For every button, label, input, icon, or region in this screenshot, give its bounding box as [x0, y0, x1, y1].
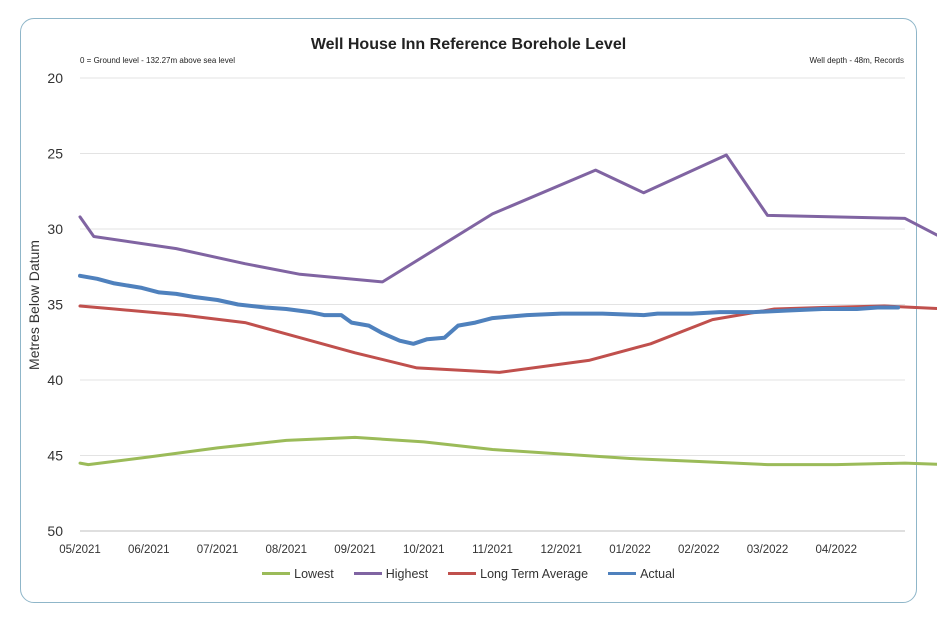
- legend-item: Long Term Average: [448, 567, 588, 581]
- x-tick-label: 04/2022: [815, 544, 857, 556]
- x-tick-label: 05/2021: [59, 544, 101, 556]
- series-line-actual: [78, 273, 901, 346]
- well-depth-note: Well depth - 48m, Records: [809, 56, 904, 65]
- legend-label: Lowest: [294, 566, 334, 581]
- legend-swatch: [608, 572, 637, 575]
- legend: Lowest Highest Long Term Average Actual: [0, 564, 937, 581]
- legend-swatch: [448, 572, 477, 575]
- series-line-lowest: [78, 435, 937, 467]
- legend-swatch: [353, 572, 382, 575]
- y-tick-label: 25: [47, 146, 63, 162]
- x-tick-label: 07/2021: [197, 544, 239, 556]
- x-tick-label: 10/2021: [403, 544, 445, 556]
- x-tick-label: 01/2022: [609, 544, 651, 556]
- x-tick-label: 12/2021: [540, 544, 582, 556]
- x-tick-label: 03/2022: [747, 544, 789, 556]
- ground-level-note: 0 = Ground level - 132.27m above sea lev…: [80, 56, 235, 65]
- x-tick-label: 02/2022: [678, 544, 720, 556]
- legend-item: Actual: [608, 567, 675, 581]
- x-tick-label: 06/2021: [128, 544, 170, 556]
- legend-label: Long Term Average: [480, 566, 589, 581]
- legend-label: Highest: [385, 566, 429, 581]
- x-tick-label: 11/2021: [472, 544, 513, 556]
- legend-item: Highest: [353, 566, 429, 581]
- legend-swatch: [262, 572, 291, 575]
- x-tick-label: 09/2021: [334, 544, 376, 556]
- chart-title: Well House Inn Reference Borehole Level: [310, 36, 627, 53]
- y-tick-label: 40: [47, 372, 63, 388]
- y-tick-label: 50: [47, 523, 63, 539]
- y-tick-label: 45: [47, 448, 63, 464]
- legend-label: Actual: [640, 566, 675, 581]
- y-tick-label: 20: [47, 70, 63, 86]
- x-tick-label: 08/2021: [265, 544, 307, 556]
- y-tick-label: 30: [47, 221, 63, 237]
- y-tick-label: 35: [47, 297, 63, 313]
- series-line-highest: [78, 153, 937, 284]
- legend-item: Lowest: [262, 567, 334, 581]
